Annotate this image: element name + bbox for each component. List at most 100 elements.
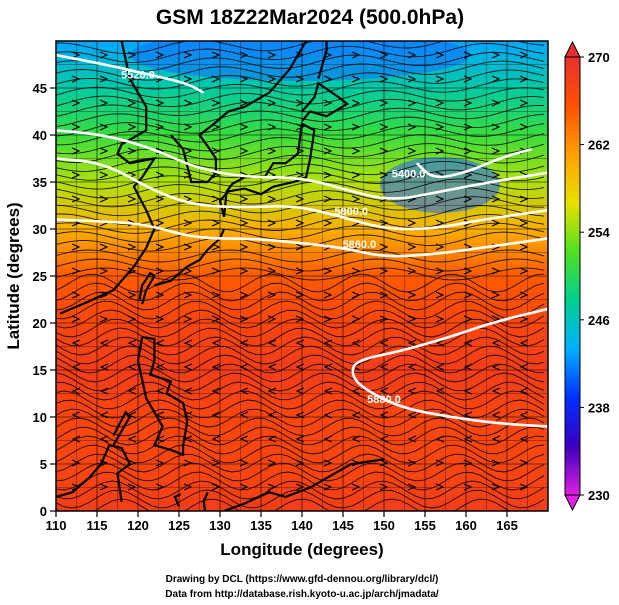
wind-arrowhead [491,315,501,323]
wind-arrowhead [379,483,389,491]
wind-arrowhead [379,267,389,275]
x-tick-label: 115 [87,518,108,533]
wind-arrowhead [519,387,529,395]
wind-arrowhead [71,291,81,299]
wind-arrowhead [323,483,333,491]
wind-arrowhead [491,195,501,203]
wind-arrowhead [463,339,473,347]
colorbar-tick-label: 262 [588,138,610,153]
streamline [56,345,545,365]
wind-arrowhead [99,291,109,299]
wind-arrowhead [71,267,81,275]
wind-arrowhead [407,219,417,227]
wind-arrowhead [407,387,417,395]
wind-arrowhead [463,147,473,155]
wind-arrowhead [295,339,305,347]
wind-arrowhead [463,435,473,443]
wind-arrowhead [435,51,445,59]
wind-arrowhead [519,315,529,323]
wind-arrowhead [351,291,361,299]
wind-arrowhead [183,459,193,467]
coastline [112,410,132,446]
wind-arrowhead [407,243,417,251]
height-contours [56,53,548,428]
wind-arrowhead [379,291,389,299]
wind-arrowhead [351,51,361,59]
wind-arrowhead [407,51,417,59]
colorbar-ticks: 230 238 246 254 262 270 [580,50,610,503]
wind-arrowhead [491,339,501,347]
wind-arrowhead [295,195,305,203]
wind-arrowhead [491,435,501,443]
credit-line-2: Data from http://database.rish.kyoto-u.a… [165,589,439,600]
x-tick-label: 125 [168,518,190,533]
wind-arrowhead [99,483,109,491]
contour-label-5880: 5880.0 [367,394,401,406]
wind-arrowhead [211,267,221,275]
wind-arrowhead [435,459,445,467]
wind-arrowhead [155,243,165,251]
wind-arrowhead [127,387,137,395]
wind-arrowhead [491,75,501,83]
wind-arrowhead [463,363,473,371]
wind-arrowhead [323,195,333,203]
streamline [56,291,545,311]
wind-arrowhead [127,315,137,323]
wind-arrowhead [351,75,361,83]
wind-arrowhead [295,459,305,467]
wind-arrowhead [71,243,81,251]
wind-arrowhead [295,75,305,83]
wind-arrowhead [183,99,193,107]
wind-arrowhead [323,99,333,107]
wind-arrowhead [211,363,221,371]
streamline [56,471,545,491]
wind-arrowhead [379,75,389,83]
contour-label-5520: 5520.0 [121,70,155,82]
wind-arrowhead [211,75,221,83]
wind-arrowhead [379,243,389,251]
wind-arrowhead [351,315,361,323]
wind-arrowhead [239,75,249,83]
y-tick-label: 15 [33,363,47,378]
wind-arrowhead [407,291,417,299]
wind-arrowhead [463,171,473,179]
wind-arrowhead [239,291,249,299]
height-contour-5880 [351,307,548,428]
x-tick-label: 130 [209,518,231,533]
wind-arrowhead [71,339,81,347]
streamline [56,178,545,199]
wind-arrowhead [407,75,417,83]
wind-arrowhead [99,123,109,131]
x-tick-label: 155 [414,518,436,533]
wind-arrowhead [435,123,445,131]
wind-arrowhead [211,459,221,467]
wind-arrowhead [491,387,501,395]
streamline [56,318,545,338]
streamline [56,381,545,401]
wind-arrowhead [379,219,389,227]
streamline [56,498,544,511]
wind-arrowhead [127,459,137,467]
wind-arrowhead [155,147,165,155]
wind-arrowhead [239,339,249,347]
streamline [56,417,545,437]
cold-north-shading [130,41,470,81]
wind-arrowhead [239,99,249,107]
wind-arrowhead [295,483,305,491]
wind-arrowhead [211,147,221,155]
x-tick-label: 135 [250,518,272,533]
wind-arrowhead [267,243,277,251]
wind-arrowhead [155,51,165,59]
wind-arrowhead [267,75,277,83]
wind-arrowhead [211,291,221,299]
wind-arrowhead [491,123,501,131]
wind-arrowhead [127,51,137,59]
wind-arrowhead [295,171,305,179]
wind-arrowhead [491,363,501,371]
wind-arrowhead [407,459,417,467]
wind-arrowhead [239,483,249,491]
wind-arrowhead [435,147,445,155]
wind-arrowhead [435,243,445,251]
streamline [56,78,545,99]
